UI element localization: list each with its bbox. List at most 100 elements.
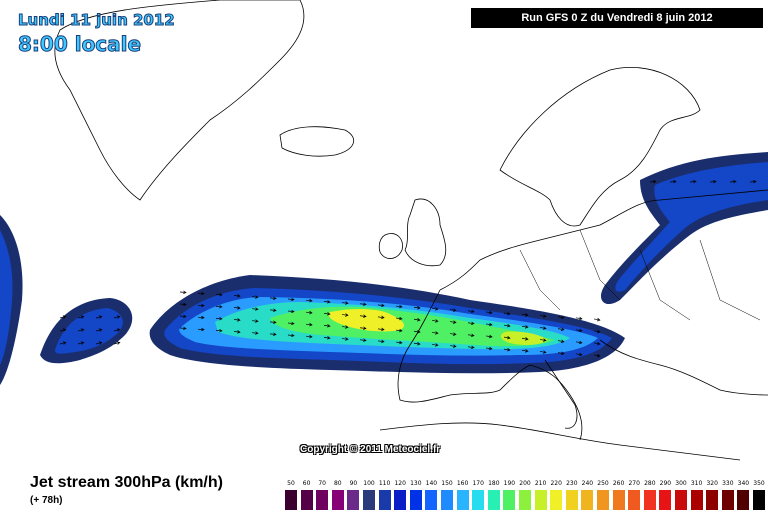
- wind-arrow: [77, 341, 85, 345]
- legend-swatch: [425, 490, 438, 510]
- wind-arrow: [431, 319, 439, 323]
- wind-arrow: [113, 315, 121, 319]
- legend-swatch: [628, 490, 641, 510]
- legend-tick-label: 110: [378, 480, 391, 487]
- legend-swatch: [472, 490, 485, 510]
- wind-arrow: [539, 314, 547, 318]
- wind-arrow: [287, 309, 295, 314]
- legend-tick-label: 220: [550, 480, 562, 487]
- wind-arrow: [557, 315, 565, 319]
- legend-tick-label: 230: [566, 480, 578, 487]
- wind-arrow: [593, 341, 601, 346]
- legend-tick-label: 160: [456, 480, 469, 487]
- legend-swatch: [394, 490, 407, 510]
- wind-arrow: [59, 341, 67, 345]
- wind-arrow: [431, 331, 439, 335]
- forecast-date: Lundi 11 juin 2012: [18, 11, 176, 30]
- wind-arrow: [233, 330, 241, 334]
- wind-arrow: [449, 320, 457, 324]
- wind-arrow: [467, 309, 475, 314]
- wind-arrow: [485, 346, 493, 351]
- wind-arrow: [449, 332, 457, 336]
- wind-arrow: [59, 315, 67, 319]
- wind-arrow: [323, 324, 331, 328]
- wind-arrow: [593, 353, 601, 358]
- wind-arrow: [485, 334, 493, 339]
- wind-arrow: [377, 327, 385, 332]
- wind-arrow: [215, 328, 223, 333]
- wind-arrow: [431, 307, 439, 311]
- wind-arrow: [323, 336, 331, 340]
- wind-arrow: [749, 179, 757, 184]
- wind-arrow: [179, 302, 187, 307]
- wind-arrow: [467, 321, 475, 326]
- wind-arrow: [251, 319, 259, 323]
- legend-tick-label: 250: [597, 480, 609, 487]
- wind-arrow: [233, 306, 241, 310]
- wind-arrow: [413, 342, 421, 346]
- wind-arrow: [269, 308, 277, 312]
- wind-arrow: [557, 351, 565, 355]
- wind-arrow: [233, 318, 241, 322]
- legend-tick-label: 80: [333, 480, 342, 487]
- legend-tick-label: 340: [737, 480, 750, 487]
- wind-arrow: [305, 310, 313, 315]
- wind-arrow: [251, 331, 259, 335]
- wind-arrow: [521, 325, 529, 329]
- legend-swatch: [487, 490, 500, 510]
- wind-arrow: [395, 304, 403, 309]
- wind-arrow: [539, 338, 547, 342]
- wind-arrow: [413, 330, 421, 334]
- legend-tick-label: 50: [287, 480, 295, 487]
- legend-swatch: [503, 490, 516, 510]
- wind-arrow: [95, 315, 103, 319]
- legend-swatch: [675, 490, 687, 510]
- wind-arrow: [729, 179, 737, 184]
- wind-arrow: [575, 328, 583, 333]
- wind-arrow: [575, 316, 583, 321]
- wind-arrow: [377, 339, 385, 344]
- wind-arrow: [197, 315, 205, 320]
- wind-arrow: [485, 322, 493, 327]
- wind-arrow: [95, 341, 103, 345]
- legend-swatch: [347, 490, 360, 510]
- model-run-label: Run GFS 0 Z du Vendredi 8 juin 2012: [471, 8, 763, 28]
- wind-arrow: [305, 322, 313, 327]
- wind-arrow: [341, 301, 349, 305]
- legend-swatch: [597, 490, 609, 510]
- wind-arrow: [77, 315, 85, 319]
- wind-arrow: [95, 328, 103, 332]
- wind-arrow: [539, 326, 547, 330]
- wind-arrow: [77, 328, 85, 332]
- wind-arrow: [669, 179, 677, 184]
- legend-swatch: [300, 490, 313, 510]
- wind-arrow: [503, 335, 511, 340]
- legend-tick-label: 70: [318, 480, 326, 487]
- legend-tick-label: 300: [675, 480, 687, 487]
- legend-swatch: [581, 490, 594, 510]
- jet-stream-band: [149, 275, 625, 374]
- legend-tick-label: 180: [488, 480, 500, 487]
- legend-swatch: [659, 490, 672, 510]
- legend-swatch: [378, 490, 391, 510]
- wind-arrow: [395, 316, 403, 321]
- legend-swatch: [519, 490, 531, 510]
- legend-swatch: [643, 490, 656, 510]
- legend-tick-label: 190: [503, 480, 516, 487]
- wind-arrow: [287, 333, 295, 338]
- wind-arrow: [179, 314, 187, 319]
- wind-arrow: [521, 349, 529, 353]
- wind-arrow: [449, 344, 457, 348]
- jet-patch-russia: [600, 152, 768, 305]
- legend-tick-label: 270: [628, 480, 640, 487]
- wind-arrow: [197, 303, 205, 308]
- legend-tick-label: 60: [302, 480, 311, 487]
- wind-arrows: [59, 179, 757, 358]
- wind-arrow: [359, 302, 367, 306]
- wind-arrow: [197, 291, 205, 296]
- legend-tick-label: 240: [581, 480, 594, 487]
- wind-arrow: [359, 314, 367, 318]
- parameter-title: Jet stream 300hPa (km/h): [30, 474, 223, 491]
- legend-swatch: [331, 490, 344, 510]
- legend-tick-label: 170: [472, 480, 484, 487]
